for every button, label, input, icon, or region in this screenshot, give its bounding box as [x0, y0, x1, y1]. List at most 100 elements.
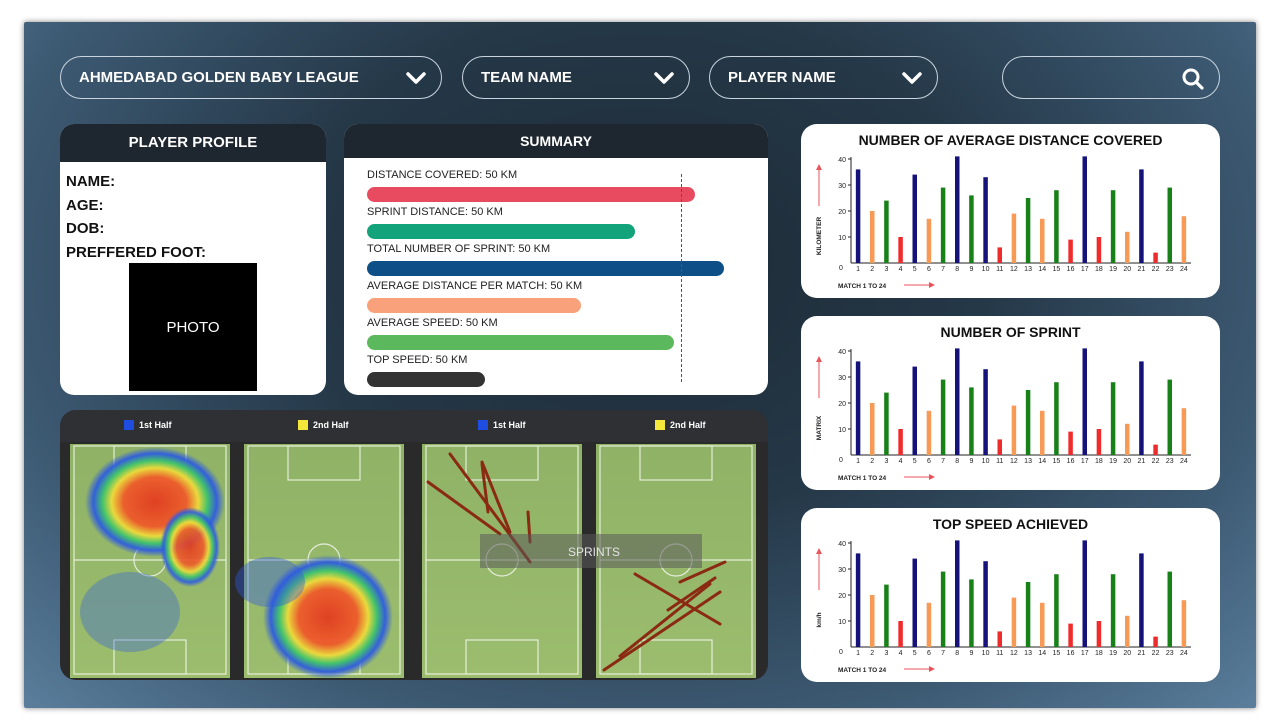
y-axis-label: km/h	[816, 612, 823, 627]
summary-row-label: SPRINT DISTANCE: 50 KM	[367, 206, 503, 218]
team-dropdown[interactable]: TEAM NAME	[462, 56, 690, 99]
bar	[1139, 361, 1144, 455]
y-axis-arrowhead	[816, 164, 822, 170]
bar	[940, 187, 946, 263]
summary-row-label: TOP SPEED: 50 KM	[367, 354, 468, 366]
bar	[940, 571, 946, 647]
bar	[1153, 636, 1158, 647]
bar	[855, 169, 861, 263]
x-tick-label: 3	[884, 458, 888, 465]
y-tick-label: 10	[838, 619, 846, 626]
bar	[912, 558, 917, 647]
x-tick-label: 12	[1010, 650, 1018, 657]
x-tick-label: 4	[899, 266, 903, 273]
chevron-down-icon	[653, 67, 675, 89]
bar	[969, 195, 974, 263]
x-tick-label: 10	[982, 458, 990, 465]
bar	[1011, 597, 1017, 647]
y-tick-label: 20	[838, 401, 846, 408]
x-tick-label: 11	[996, 266, 1003, 273]
bar	[1167, 379, 1172, 455]
x-tick-label: 19	[1109, 650, 1117, 657]
summary-row-label: AVERAGE SPEED: 50 KM	[367, 317, 498, 329]
x-tick-label: 15	[1053, 458, 1061, 465]
x-tick-label: 2	[870, 266, 874, 273]
summary-row-bar	[367, 224, 635, 239]
x-tick-label: 11	[996, 650, 1003, 657]
bar	[926, 218, 932, 263]
bar	[1082, 540, 1087, 647]
x-tick-label: 17	[1081, 650, 1089, 657]
summary-row-bar	[367, 298, 581, 313]
x-tick-label: 4	[899, 458, 903, 465]
search-input[interactable]	[1017, 65, 1167, 91]
bar	[855, 361, 861, 455]
x-tick-label: 19	[1109, 458, 1117, 465]
x-tick-label: 5	[913, 458, 917, 465]
x-tick-label: 2	[870, 458, 874, 465]
y-tick-label: 40	[838, 541, 846, 548]
x-tick-label: 6	[927, 650, 931, 657]
y-zero-label: 0	[839, 265, 843, 272]
bar	[884, 584, 889, 647]
bar	[912, 366, 917, 455]
bar	[1096, 621, 1102, 647]
summary-row: AVERAGE DISTANCE PER MATCH: 50 KM	[367, 279, 582, 313]
bar	[1054, 190, 1059, 263]
bar	[1025, 198, 1031, 263]
bar	[855, 553, 861, 647]
league-dropdown-label: AHMEDABAD GOLDEN BABY LEAGUE	[79, 69, 359, 86]
bar	[1068, 431, 1073, 455]
search-icon[interactable]	[1181, 67, 1205, 91]
legend-second-half-label: 2nd Half	[670, 420, 706, 430]
summary-row-bar	[367, 335, 674, 350]
league-dropdown[interactable]: AHMEDABAD GOLDEN BABY LEAGUE	[60, 56, 442, 99]
bar	[1125, 423, 1130, 455]
x-axis-label: MATCH 1 TO 24	[838, 475, 887, 482]
bar	[940, 379, 946, 455]
x-tick-label: 9	[969, 266, 973, 273]
x-tick-label: 21	[1138, 266, 1146, 273]
y-axis-arrowhead	[816, 548, 822, 554]
x-tick-label: 20	[1123, 266, 1131, 273]
x-tick-label: 22	[1152, 650, 1160, 657]
player-dropdown[interactable]: PLAYER NAME	[709, 56, 938, 99]
pitch-visualizations: SPRINTS	[70, 444, 756, 679]
y-tick-label: 20	[838, 209, 846, 216]
bar	[983, 369, 988, 455]
y-axis-arrowhead	[816, 356, 822, 362]
bar	[1181, 408, 1187, 455]
bar	[997, 247, 1002, 263]
photo-label: PHOTO	[166, 318, 220, 336]
x-tick-label: 8	[955, 650, 959, 657]
x-tick-label: 24	[1180, 458, 1188, 465]
x-tick-label: 15	[1053, 650, 1061, 657]
bar	[1110, 190, 1116, 263]
bar	[1068, 623, 1073, 647]
bar	[1153, 444, 1158, 455]
legend-first-half-sprints: 1st Half	[478, 420, 526, 430]
bar	[1096, 237, 1102, 263]
search-box[interactable]	[1002, 56, 1220, 99]
x-tick-label: 18	[1095, 458, 1103, 465]
summary-row: TOTAL NUMBER OF SPRINT: 50 KM	[367, 242, 724, 276]
bar	[1082, 156, 1087, 263]
preferred-foot-label: PREFFERED FOOT:	[66, 243, 207, 261]
bar	[1096, 429, 1102, 455]
x-axis-arrowhead	[929, 474, 935, 480]
y-tick-label: 10	[838, 427, 846, 434]
x-tick-label: 23	[1166, 266, 1174, 273]
x-tick-label: 24	[1180, 650, 1188, 657]
legend-swatch-second-half	[655, 420, 665, 430]
bar	[1125, 615, 1130, 647]
dob-label: DOB:	[66, 220, 105, 237]
bar	[926, 410, 932, 455]
x-tick-label: 19	[1109, 266, 1117, 273]
chart-title: NUMBER OF AVERAGE DISTANCE COVERED	[858, 132, 1163, 148]
x-tick-label: 4	[899, 650, 903, 657]
bar	[983, 177, 988, 263]
legend-second-half: 2nd Half	[298, 420, 349, 430]
chevron-down-icon	[901, 67, 923, 89]
